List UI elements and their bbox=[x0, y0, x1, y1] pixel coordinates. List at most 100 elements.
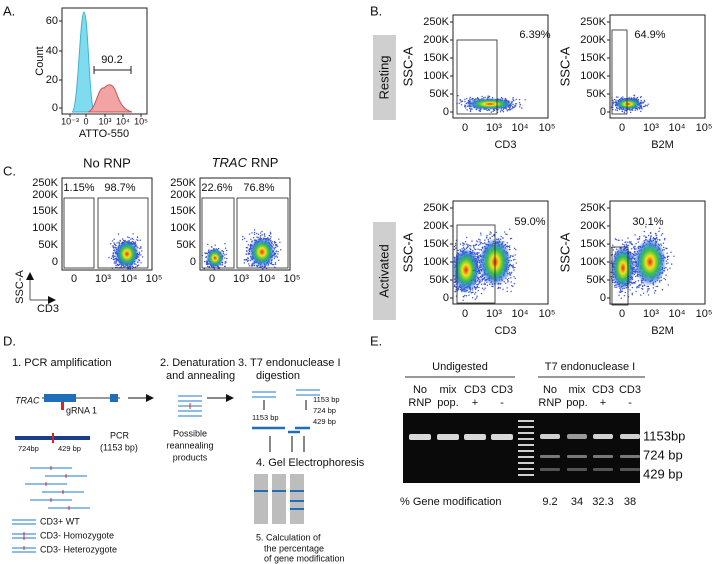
y-tick-label: 150K bbox=[580, 52, 606, 64]
event-dot bbox=[458, 102, 460, 105]
event-dot bbox=[621, 110, 624, 113]
event-dot bbox=[646, 291, 648, 293]
event-dot bbox=[462, 246, 465, 249]
event-dot bbox=[479, 232, 482, 234]
event-dot bbox=[642, 105, 645, 108]
event-dot bbox=[224, 243, 226, 245]
event-dot bbox=[648, 288, 650, 290]
event-dot bbox=[476, 253, 478, 255]
event-dot bbox=[643, 101, 646, 103]
y-axis-label: SSC-A bbox=[400, 232, 415, 272]
event-dot bbox=[512, 264, 514, 266]
event-dot bbox=[469, 110, 472, 113]
event-dot bbox=[662, 242, 665, 244]
event-dot bbox=[515, 249, 517, 251]
event-dot bbox=[112, 256, 114, 259]
event-dot bbox=[502, 237, 504, 239]
x-tick-label: 10⁵ bbox=[539, 308, 556, 320]
event-dot bbox=[524, 99, 526, 101]
event-dot bbox=[636, 287, 638, 289]
event-dot bbox=[483, 289, 485, 291]
y-tick-label: 200K bbox=[32, 189, 58, 201]
event-dot bbox=[455, 289, 457, 291]
event-dot bbox=[453, 245, 456, 248]
condition-label: Resting bbox=[376, 55, 391, 99]
event-dot bbox=[272, 263, 275, 266]
event-dot bbox=[510, 272, 512, 275]
event-dot bbox=[650, 232, 652, 235]
event-dot bbox=[511, 108, 513, 110]
event-dot bbox=[614, 286, 616, 289]
event-dot bbox=[481, 287, 484, 290]
event-dot bbox=[479, 281, 481, 284]
y-tick-label: 200K bbox=[423, 220, 449, 232]
event-dot bbox=[629, 111, 632, 114]
event-dot bbox=[110, 243, 112, 245]
event-dot bbox=[466, 109, 468, 111]
event-dot bbox=[491, 235, 493, 238]
event-dot bbox=[114, 243, 116, 246]
event-dot bbox=[631, 292, 633, 295]
event-dot bbox=[140, 262, 142, 264]
event-dot bbox=[464, 107, 467, 109]
event-dot bbox=[511, 284, 513, 287]
event-dot bbox=[661, 232, 664, 235]
event-dot bbox=[479, 241, 481, 243]
event-dot bbox=[510, 281, 512, 283]
event-dot bbox=[505, 108, 508, 110]
event-dot bbox=[136, 264, 139, 267]
event-dot bbox=[514, 266, 516, 269]
event-dot bbox=[225, 257, 228, 260]
y-tick-label: 200K bbox=[423, 34, 449, 46]
event-dot bbox=[513, 283, 516, 285]
event-dot bbox=[509, 274, 511, 276]
event-dot bbox=[512, 107, 514, 109]
event-dot bbox=[472, 269, 474, 272]
event-dot bbox=[141, 256, 144, 258]
event-dot bbox=[113, 258, 115, 261]
event-dot bbox=[620, 291, 622, 293]
y-tick-label: 150K bbox=[423, 238, 449, 250]
event-dot bbox=[655, 232, 657, 235]
density bbox=[115, 240, 139, 268]
event-dot bbox=[474, 244, 476, 247]
event-dot bbox=[510, 237, 513, 240]
event-dot bbox=[617, 96, 619, 98]
event-dot bbox=[506, 242, 509, 244]
event-dot bbox=[121, 238, 124, 240]
event-dot bbox=[483, 282, 486, 284]
event-dot bbox=[613, 101, 615, 103]
event-dot bbox=[490, 232, 492, 234]
event-dot bbox=[476, 295, 478, 297]
event-dot bbox=[454, 290, 457, 293]
event-dot bbox=[665, 263, 668, 265]
x-tick-label: 10⁴ bbox=[121, 273, 138, 285]
event-dot bbox=[471, 240, 473, 242]
event-dot bbox=[627, 237, 629, 239]
event-dot bbox=[205, 263, 208, 265]
event-dot bbox=[454, 244, 457, 247]
event-dot bbox=[666, 252, 668, 254]
event-dot bbox=[141, 250, 143, 252]
event-dot bbox=[474, 269, 476, 272]
event-dot bbox=[630, 267, 633, 270]
y-tick-label: 0 bbox=[600, 106, 606, 118]
plot-frame bbox=[199, 177, 291, 271]
event-dot bbox=[138, 251, 141, 253]
event-dot bbox=[668, 255, 670, 258]
event-dot bbox=[661, 289, 664, 291]
y-tick-label: 250K bbox=[423, 16, 449, 28]
event-dot bbox=[512, 106, 514, 108]
event-dot bbox=[484, 287, 486, 289]
x-tick-label: 10³ bbox=[643, 308, 659, 320]
x-tick-label: 10⁴ bbox=[512, 122, 529, 134]
event-dot bbox=[486, 284, 489, 286]
event-dot bbox=[478, 252, 480, 254]
event-dot bbox=[613, 98, 616, 101]
event-dot bbox=[118, 241, 120, 244]
event-dot bbox=[474, 288, 477, 291]
event-dot bbox=[633, 94, 635, 96]
event-dot bbox=[477, 241, 479, 243]
event-dot bbox=[659, 281, 661, 283]
event-dot bbox=[506, 287, 508, 289]
